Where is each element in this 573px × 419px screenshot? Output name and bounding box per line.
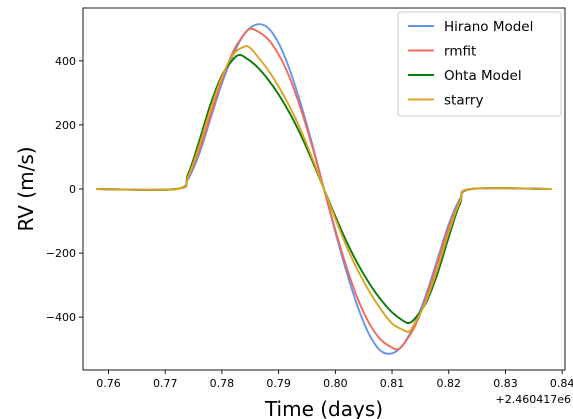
x-axis-ticks: 0.76 0.77 0.78 0.79 0.80 0.81 0.82 0.83 0.84 bbox=[96, 370, 573, 390]
x-tick-label: 0.82 bbox=[437, 377, 462, 390]
y-tick-label: −200 bbox=[46, 247, 76, 260]
legend-label-rmfit: rmfit bbox=[444, 44, 476, 60]
x-tick-label: 0.77 bbox=[153, 377, 178, 390]
y-axis-title: RV (m/s) bbox=[14, 146, 38, 231]
legend-label-starry: starry bbox=[444, 93, 483, 109]
x-tick-label: 0.80 bbox=[323, 377, 348, 390]
legend-label-hirano-model: Hirano Model bbox=[444, 19, 533, 35]
legend-label-ohta-model: Ohta Model bbox=[444, 68, 522, 84]
y-tick-label: 400 bbox=[55, 55, 76, 68]
y-axis-ticks: −400 −200 0 200 400 bbox=[46, 55, 83, 324]
y-tick-label: 200 bbox=[55, 119, 76, 132]
x-tick-label: 0.78 bbox=[210, 377, 235, 390]
legend-box bbox=[397, 11, 562, 117]
plot-area bbox=[82, 7, 566, 371]
x-tick-label: 0.83 bbox=[493, 377, 518, 390]
x-tick-label: 0.79 bbox=[266, 377, 291, 390]
x-axis-offset-label: +2.460417e6 bbox=[496, 393, 571, 406]
series-layer bbox=[96, 23, 552, 355]
series-line-starry bbox=[96, 45, 552, 333]
x-tick-label: 0.84 bbox=[550, 377, 573, 390]
y-tick-label: −400 bbox=[46, 311, 76, 324]
y-tick-label: 0 bbox=[69, 183, 76, 196]
x-axis-title: Time (days) bbox=[264, 397, 383, 419]
legend: Hirano Model rmfit Ohta Model starry bbox=[397, 11, 562, 117]
x-tick-label: 0.76 bbox=[96, 377, 121, 390]
x-tick-label: 0.81 bbox=[380, 377, 405, 390]
